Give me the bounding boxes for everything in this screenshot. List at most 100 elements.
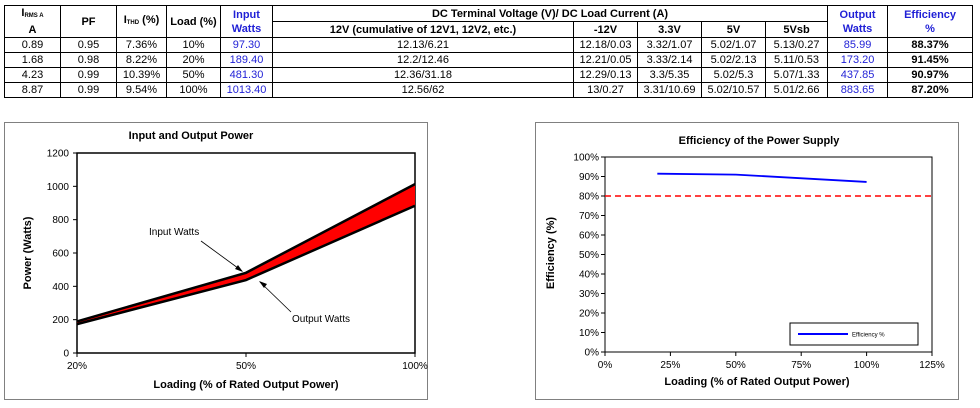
x-axis-label: Loading (% of Rated Output Power) [153,379,338,391]
input-watts-line [76,182,416,323]
cell-efficiency: 88.37% [887,37,974,53]
cell-minus-12v: 12.18/0.03 [573,37,638,53]
annotation-input-watts: Input Watts [149,227,243,272]
y-tick-label: 200 [52,315,69,326]
y-tick-label: 100% [573,153,599,164]
cell-5vsb: 5.01/2.66 [764,82,829,98]
x-tick-label: 50% [726,360,746,371]
annotation-input-watts-arrow [200,240,243,272]
cell-irms: 0.89 [4,37,61,53]
chart-title: Input and Output Power [129,130,254,142]
header-irms: IRMS A A [4,5,61,38]
cell-ithd: 9.54% [116,82,167,98]
cell-5vsb: 5.07/1.33 [764,67,829,83]
table-row: 8.87 0.99 9.54% 100% 1013.40 12.56/62 13… [4,82,974,98]
cell-5v: 5.02/2.13 [701,52,766,68]
cell-3v3: 3.31/10.69 [637,82,702,98]
annotation-output-watts: Output Watts [259,281,350,325]
table-row: 0.89 0.95 7.36% 10% 97.30 12.13/6.21 12.… [4,37,974,53]
y-tick-label: 40% [579,270,599,281]
cell-3v3: 3.32/1.07 [637,37,702,53]
cell-ithd: 7.36% [116,37,167,53]
annotation-input-watts-label: Input Watts [149,227,199,238]
cell-ithd: 8.22% [116,52,167,68]
efficiency-line [657,172,867,183]
header-12v: 12V (cumulative of 12V1, 12V2, etc.) [272,21,574,38]
header-dc-terminal-group: DC Terminal Voltage (V)/ DC Load Current… [271,5,829,22]
cell-irms: 1.68 [4,52,61,68]
header-input-watts: Input Watts [220,5,273,38]
cell-output-watts: 883.65 [827,82,889,98]
arrowhead-icon [235,265,243,272]
header-output-watts: Output Watts [827,5,889,38]
y-tick-label: 10% [579,328,599,339]
annotation-output-watts-arrow [259,281,292,313]
y-axis-ticks: 0% 10% 20% 30% 40% 50% 60% 70% 80% 90% 100% [573,153,605,359]
y-tick-label: 1200 [47,149,70,160]
cell-12v: 12.36/31.18 [272,67,574,83]
cell-input-watts: 1013.40 [220,82,273,98]
cell-ithd: 10.39% [116,67,167,83]
y-tick-label: 60% [579,231,599,242]
output-watts-line [76,204,416,326]
cell-5vsb: 5.13/0.27 [764,37,829,53]
x-tick-label: 0% [598,360,613,371]
y-tick-label: 1000 [47,182,70,193]
y-tick-label: 0 [63,349,69,360]
cell-efficiency: 91.45% [887,52,974,68]
y-tick-label: 30% [579,289,599,300]
table-row: 4.23 0.99 10.39% 50% 481.30 12.36/31.18 … [4,67,974,83]
efficiency-chart-panel: Efficiency of the Power Supply 0% 10% 20% 3… [535,122,959,400]
cell-5v: 5.02/1.07 [701,37,766,53]
cell-pf: 0.95 [60,37,117,53]
cell-efficiency: 87.20% [887,82,974,98]
cell-3v3: 3.3/5.35 [637,67,702,83]
y-tick-label: 20% [579,309,599,320]
legend: Efficiency % [789,322,919,346]
cell-irms: 4.23 [4,67,61,83]
efficiency-chart: Efficiency of the Power Supply 0% 10% 20% 3… [545,135,945,388]
x-axis-ticks: 20% 50% 100% [67,353,428,372]
cell-5vsb: 5.11/0.53 [764,52,829,68]
header-ithd: ITHD (%) [116,5,167,38]
cell-pf: 0.99 [60,82,117,98]
cell-load: 100% [166,82,221,98]
y-tick-label: 70% [579,211,599,222]
y-tick-label: 400 [52,282,69,293]
x-tick-label: 20% [67,361,87,372]
cell-minus-12v: 13/0.27 [573,82,638,98]
header-minus-12v: -12V [573,21,638,38]
cell-pf: 0.99 [60,67,117,83]
cell-irms: 8.87 [4,82,61,98]
cell-5v: 5.02/10.57 [701,82,766,98]
arrowhead-icon [259,281,267,288]
cell-input-watts: 97.30 [220,37,273,53]
power-chart-panel: Input and Output Power 0 200 400 600 800 1000… [4,122,428,400]
annotation-output-watts-label: Output Watts [292,314,350,325]
cell-pf: 0.98 [60,52,117,68]
cell-load: 50% [166,67,221,83]
x-tick-label: 125% [919,360,945,371]
header-5v: 5V [701,21,766,38]
x-axis-label: Loading (% of Rated Output Power) [664,376,849,388]
y-tick-label: 800 [52,215,69,226]
legend-box [789,322,919,346]
cell-load: 20% [166,52,221,68]
y-axis-ticks: 0 200 400 600 800 1000 1200 [47,149,77,360]
cell-efficiency: 90.97% [887,67,974,83]
y-axis-label: Efficiency (%) [545,217,557,289]
cell-output-watts: 85.99 [827,37,889,53]
y-tick-label: 600 [52,249,69,260]
y-axis-label: Power (Watts) [22,216,34,289]
cell-output-watts: 173.20 [827,52,889,68]
efficiency-series [605,172,932,197]
cell-5v: 5.02/5.3 [701,67,766,83]
cell-load: 10% [166,37,221,53]
header-5vsb: 5Vsb [764,21,829,38]
cell-minus-12v: 12.21/0.05 [573,52,638,68]
x-tick-label: 75% [791,360,811,371]
cell-input-watts: 481.30 [220,67,273,83]
y-tick-label: 90% [579,172,599,183]
header-load: Load (%) [166,5,221,38]
x-tick-label: 50% [236,361,256,372]
